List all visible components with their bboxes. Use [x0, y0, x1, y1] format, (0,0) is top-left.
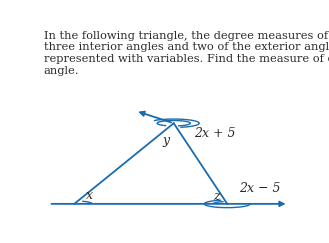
Text: In the following triangle, the degree measures of the
three interior angles and : In the following triangle, the degree me…: [44, 31, 329, 76]
Text: y: y: [162, 134, 169, 147]
Text: 2x + 5: 2x + 5: [194, 127, 236, 140]
Text: z: z: [213, 190, 220, 203]
Text: 2x − 5: 2x − 5: [239, 182, 280, 195]
Text: x: x: [86, 189, 93, 202]
